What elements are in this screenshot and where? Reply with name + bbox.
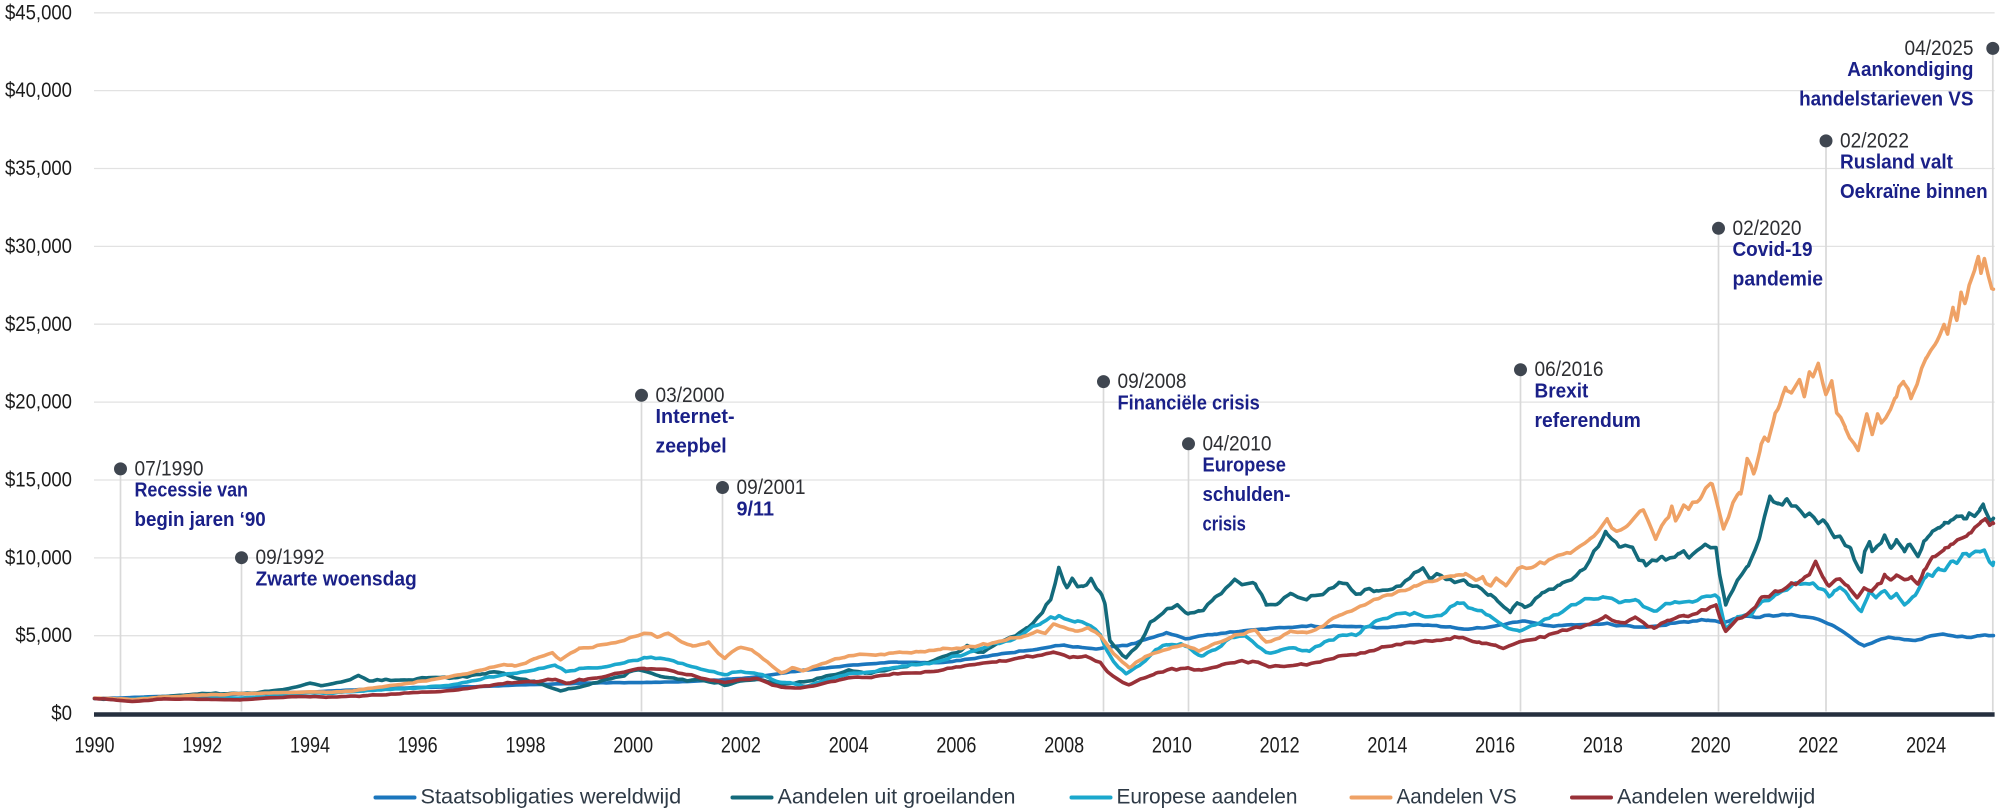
svg-text:2018: 2018 — [1583, 733, 1623, 758]
svg-text:pandemie: pandemie — [1733, 269, 1824, 291]
svg-text:referendum: referendum — [1535, 410, 1641, 432]
svg-text:1990: 1990 — [75, 733, 115, 758]
svg-text:Aandelen VS: Aandelen VS — [1397, 786, 1517, 809]
svg-text:09/1992: 09/1992 — [256, 546, 325, 569]
svg-text:04/2025: 04/2025 — [1905, 37, 1974, 60]
svg-text:crisis: crisis — [1203, 514, 1246, 536]
svg-text:$35,000: $35,000 — [5, 157, 72, 180]
svg-text:$25,000: $25,000 — [5, 313, 72, 336]
svg-text:2014: 2014 — [1367, 733, 1407, 758]
svg-text:Aankondiging: Aankondiging — [1847, 59, 1973, 81]
svg-text:02/2020: 02/2020 — [1733, 217, 1802, 240]
svg-text:2010: 2010 — [1152, 733, 1192, 758]
svg-text:Financiële crisis: Financiële crisis — [1118, 392, 1260, 414]
svg-text:07/1990: 07/1990 — [135, 457, 204, 480]
svg-text:$20,000: $20,000 — [5, 391, 72, 414]
svg-text:9/11: 9/11 — [737, 498, 775, 520]
svg-text:Europese aandelen: Europese aandelen — [1117, 786, 1298, 809]
svg-text:2012: 2012 — [1260, 733, 1300, 758]
svg-text:2002: 2002 — [721, 733, 761, 758]
svg-text:06/2016: 06/2016 — [1535, 358, 1604, 381]
svg-text:1998: 1998 — [506, 733, 546, 758]
svg-text:Oekraïne binnen: Oekraïne binnen — [1840, 181, 1988, 203]
svg-text:02/2022: 02/2022 — [1840, 129, 1909, 152]
svg-text:2022: 2022 — [1798, 733, 1838, 758]
svg-text:Europese: Europese — [1203, 455, 1286, 477]
svg-text:09/2001: 09/2001 — [737, 476, 806, 499]
svg-text:Covid-19: Covid-19 — [1733, 239, 1813, 261]
svg-text:2024: 2024 — [1906, 733, 1946, 758]
svg-text:Internet-: Internet- — [656, 406, 735, 428]
svg-text:$0: $0 — [51, 702, 72, 725]
svg-text:Brexit: Brexit — [1535, 381, 1589, 403]
svg-text:Rusland valt: Rusland valt — [1840, 152, 1953, 174]
svg-text:handelstarieven VS: handelstarieven VS — [1799, 89, 1973, 111]
svg-text:begin jaren ‘90: begin jaren ‘90 — [135, 509, 266, 531]
svg-text:2008: 2008 — [1044, 733, 1084, 758]
svg-text:Zwarte woensdag: Zwarte woensdag — [256, 569, 417, 591]
svg-text:$45,000: $45,000 — [5, 1, 72, 24]
svg-text:Aandelen uit groeilanden: Aandelen uit groeilanden — [778, 786, 1016, 809]
svg-text:$15,000: $15,000 — [5, 469, 72, 492]
svg-text:Aandelen wereldwijd: Aandelen wereldwijd — [1617, 786, 1815, 809]
svg-text:2016: 2016 — [1475, 733, 1515, 758]
svg-text:09/2008: 09/2008 — [1118, 370, 1187, 393]
svg-text:04/2010: 04/2010 — [1203, 432, 1272, 455]
svg-text:Staatsobligaties wereldwijd: Staatsobligaties wereldwijd — [421, 786, 682, 809]
svg-text:2000: 2000 — [613, 733, 653, 758]
svg-text:schulden-: schulden- — [1203, 484, 1291, 506]
svg-text:$40,000: $40,000 — [5, 79, 72, 102]
svg-text:$10,000: $10,000 — [5, 546, 72, 569]
svg-text:1994: 1994 — [290, 733, 330, 758]
svg-text:zeepbel: zeepbel — [656, 436, 727, 458]
svg-text:2006: 2006 — [936, 733, 976, 758]
svg-text:$30,000: $30,000 — [5, 235, 72, 258]
svg-text:2004: 2004 — [829, 733, 869, 758]
svg-text:$5,000: $5,000 — [15, 624, 72, 647]
svg-text:2020: 2020 — [1691, 733, 1731, 758]
svg-text:03/2000: 03/2000 — [656, 384, 725, 407]
svg-text:1996: 1996 — [398, 733, 438, 758]
svg-text:1992: 1992 — [182, 733, 222, 758]
svg-text:Recessie van: Recessie van — [135, 480, 249, 502]
